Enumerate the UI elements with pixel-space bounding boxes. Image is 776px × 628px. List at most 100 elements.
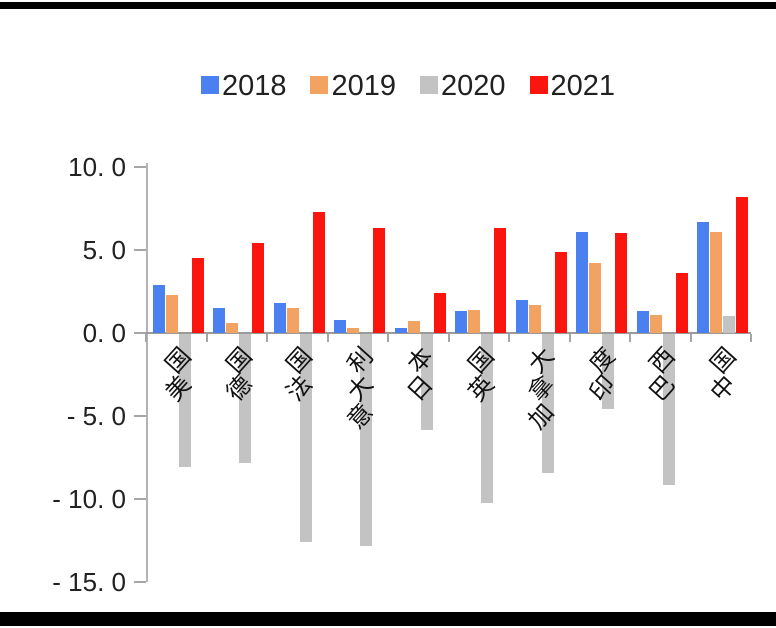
category-label-char: 日 [402, 370, 439, 407]
legend-item-2019: 2019 [310, 70, 396, 103]
legend-label-2020: 2020 [441, 70, 506, 102]
bar-2021-美国 [191, 258, 204, 333]
bar-2019-巴西 [649, 314, 662, 333]
category-label-char: 中 [705, 370, 742, 407]
bar-2021-中国 [736, 196, 748, 333]
y-axis-tick [134, 166, 146, 168]
legend-item-2021: 2021 [529, 70, 616, 103]
bar-2019-加拿大 [528, 304, 541, 333]
category-label-加拿大: 大拿加 [524, 343, 560, 435]
x-axis-tick [387, 334, 389, 342]
category-label-char: 意 [342, 398, 379, 435]
bar-2019-意大利 [347, 328, 359, 333]
bar-2020-法国 [299, 334, 312, 542]
bottom-border-bar [0, 612, 776, 626]
bar-2021-德国 [252, 243, 264, 333]
bar-2018-加拿大 [515, 299, 528, 333]
x-axis-tick [205, 334, 208, 342]
bar-2020-中国 [723, 316, 735, 333]
bar-2018-日本 [394, 328, 407, 333]
legend-swatch-2019 [310, 75, 329, 94]
bar-2021-印度 [615, 233, 627, 333]
x-axis-line [146, 332, 751, 334]
bar-2021-英国 [494, 228, 506, 333]
bar-2018-巴西 [636, 311, 649, 333]
y-axis-tick [134, 249, 146, 251]
x-axis-tick [750, 334, 752, 342]
bar-2018-美国 [152, 284, 165, 333]
legend-swatch-2020 [420, 75, 438, 94]
chart-legend: 2018 2019 2020 2021 [0, 70, 776, 103]
y-axis-tick [134, 498, 146, 500]
legend-swatch-2021 [529, 75, 548, 94]
x-axis-tick [266, 334, 268, 342]
bar-2018-德国 [213, 308, 225, 333]
x-axis-tick [326, 334, 329, 342]
category-label-巴西: 西巴 [645, 343, 681, 407]
category-label-char: 印 [584, 370, 621, 407]
category-label-char: 巴 [644, 370, 681, 407]
category-label-美国: 国美 [161, 343, 197, 407]
y-axis-tick-label: 10. 0 [68, 152, 126, 182]
x-axis-tick [447, 334, 450, 342]
bar-2018-中国 [697, 221, 709, 333]
bar-2018-意大利 [334, 319, 346, 333]
bar-2021-日本 [433, 293, 446, 333]
x-axis-tick [689, 334, 692, 342]
category-label-英国: 国英 [463, 343, 499, 407]
category-label-char: 英 [463, 370, 500, 407]
legend-label-2019: 2019 [331, 70, 396, 102]
bar-2019-中国 [710, 231, 722, 333]
category-label-char: 美 [160, 370, 197, 407]
bar-2019-英国 [468, 309, 480, 333]
bar-2020-英国 [481, 334, 493, 504]
bar-2019-法国 [286, 308, 299, 333]
category-label-意大利: 利大意 [342, 343, 378, 435]
bar-2018-印度 [576, 231, 588, 333]
bar-2019-美国 [165, 294, 178, 333]
bar-2020-德国 [239, 334, 251, 464]
bar-2019-印度 [589, 263, 601, 333]
y-axis-tick-label: - 5. 0 [66, 401, 126, 431]
bar-2020-巴西 [662, 334, 675, 486]
category-label-char: 德 [221, 370, 258, 407]
x-axis-tick [145, 334, 147, 342]
y-axis-tick-label: 0. 0 [82, 318, 126, 348]
bar-2019-德国 [226, 323, 238, 333]
category-label-日本: 本日 [403, 343, 439, 407]
top-border-bar [0, 2, 776, 9]
bar-2021-法国 [312, 211, 325, 333]
bar-2018-英国 [455, 311, 467, 333]
bar-2020-日本 [420, 334, 433, 431]
legend-item-2020: 2020 [420, 70, 506, 103]
legend-label-2018: 2018 [221, 70, 287, 102]
legend-label-2021: 2021 [550, 70, 616, 102]
bar-2019-日本 [407, 321, 420, 333]
bar-2020-美国 [178, 334, 191, 467]
y-axis-tick-label: - 10. 0 [52, 484, 126, 514]
category-label-印度: 度印 [584, 343, 620, 407]
bar-2018-法国 [273, 303, 286, 333]
y-axis-tick [134, 332, 146, 334]
category-label-法国: 国法 [282, 343, 318, 407]
y-axis-tick [134, 581, 146, 583]
bar-2020-加拿大 [541, 334, 554, 474]
x-axis-tick [568, 334, 571, 342]
bar-2021-加拿大 [554, 251, 567, 333]
category-label-char: 法 [281, 370, 318, 407]
bar-2021-巴西 [675, 273, 688, 333]
y-axis-line [146, 163, 148, 582]
category-label-德国: 国德 [221, 343, 257, 407]
x-axis-tick [629, 334, 631, 342]
legend-item-2018: 2018 [200, 70, 287, 103]
category-label-中国: 国中 [705, 343, 741, 407]
y-axis-tick [134, 415, 146, 417]
legend-swatch-2018 [200, 75, 219, 94]
bar-2020-意大利 [360, 334, 372, 547]
bar-2021-意大利 [373, 228, 385, 333]
y-axis-tick-label: - 15. 0 [52, 567, 126, 597]
category-label-char: 加 [523, 398, 560, 435]
x-axis-tick [508, 334, 510, 342]
y-axis-tick-label: 5. 0 [82, 235, 126, 265]
